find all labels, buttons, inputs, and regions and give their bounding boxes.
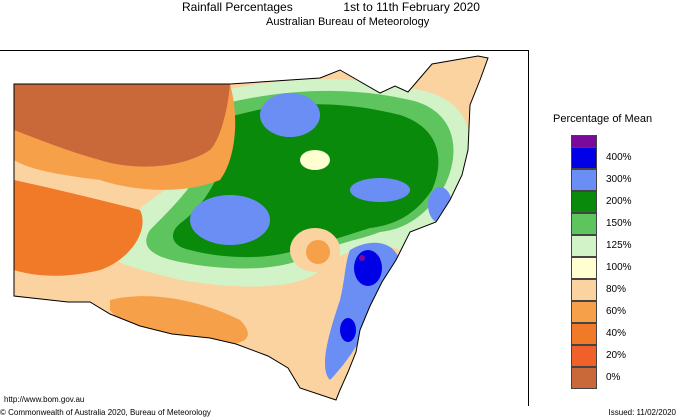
legend-label: 400%	[606, 152, 632, 163]
legend-swatch	[571, 191, 597, 213]
legend-swatch	[571, 235, 597, 257]
legend-label: 60%	[606, 306, 627, 317]
title-text: Rainfall Percentages	[182, 0, 293, 14]
legend-swatch	[571, 279, 597, 301]
title-period: 1st to 11th February 2020	[343, 0, 480, 14]
map-subtitle: Australian Bureau of Meteorology	[266, 16, 430, 28]
legend-label: 20%	[606, 350, 627, 361]
legend-label: 0%	[606, 372, 621, 383]
legend-label: 40%	[606, 328, 627, 339]
rainfall-contours	[14, 56, 488, 400]
legend-label: 80%	[606, 284, 627, 295]
nsw-border	[13, 55, 489, 401]
legend-swatch	[571, 169, 597, 191]
map-title: Rainfall Percentages 1st to 11th Februar…	[182, 0, 480, 14]
legend-label: 150%	[606, 218, 632, 229]
issued-date: Issued: 11/02/2020	[608, 408, 676, 417]
legend-swatch	[571, 323, 597, 345]
legend-title: Percentage of Mean	[553, 113, 653, 125]
legend-swatch	[571, 257, 597, 279]
legend-label: 300%	[606, 174, 632, 185]
legend-label: 200%	[606, 196, 632, 207]
map-frame	[0, 50, 529, 406]
legend-swatch	[571, 301, 597, 323]
legend-swatch	[571, 367, 597, 389]
source-url[interactable]: http://www.bom.gov.au	[4, 395, 85, 404]
legend-swatch	[571, 147, 597, 169]
copyright-notice: © Commonwealth of Australia 2020, Bureau…	[0, 408, 211, 417]
legend-label: 125%	[606, 240, 632, 251]
legend-label: 100%	[606, 262, 632, 273]
legend-swatch	[571, 213, 597, 235]
legend-swatch	[571, 345, 597, 367]
